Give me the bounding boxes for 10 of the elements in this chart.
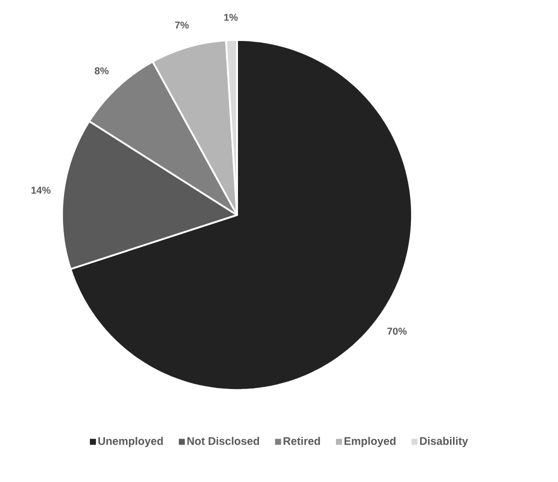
data-label: 70% xyxy=(387,328,407,335)
legend-label: Disability xyxy=(420,436,468,448)
data-label: 7% xyxy=(175,22,189,29)
legend-label: Retired xyxy=(284,436,320,445)
data-label: 8% xyxy=(94,67,109,74)
legend-label: Not Disclosed xyxy=(187,436,260,445)
data-label: 1% xyxy=(224,14,238,21)
data-label: 14% xyxy=(31,186,51,194)
legend-label: Unemployed xyxy=(98,436,163,448)
legend-label: Employed xyxy=(344,436,396,448)
